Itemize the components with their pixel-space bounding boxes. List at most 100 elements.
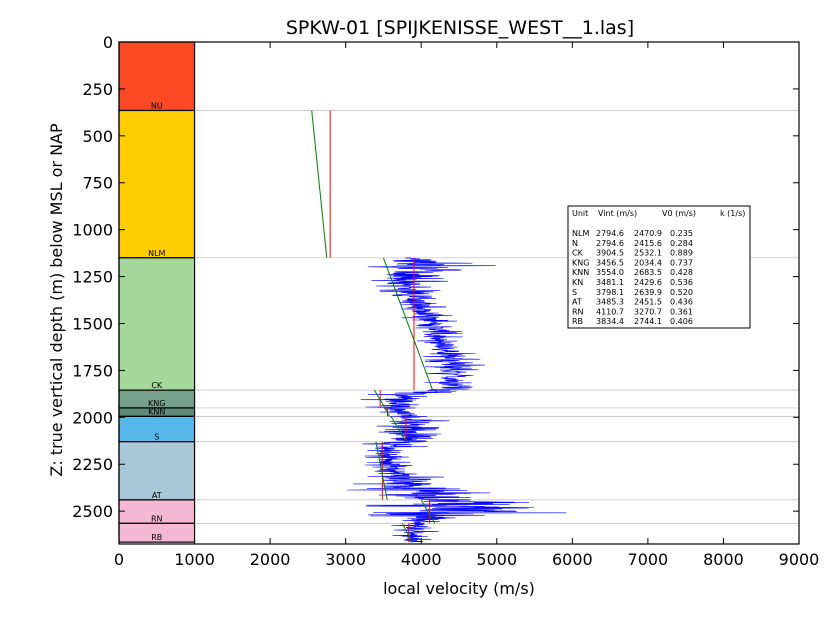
legend-cell: 0.428 <box>670 268 693 277</box>
y-tick-label: 2500 <box>72 502 113 521</box>
legend-cell: 0.737 <box>670 258 693 267</box>
legend-cell: 2415.6 <box>634 239 662 248</box>
legend-cell: NLM <box>572 229 589 238</box>
plot-frame <box>118 41 800 545</box>
legend-cell: 2429.6 <box>634 278 662 287</box>
unit-block-nlm <box>118 109 196 259</box>
x-tick-label: 3000 <box>325 550 366 569</box>
trend-line-kng <box>373 389 386 409</box>
legend-cell: 3834.4 <box>596 317 624 326</box>
x-tick-label: 8000 <box>703 550 744 569</box>
legend-cell: N <box>572 239 578 248</box>
y-tick-label: 500 <box>82 127 113 146</box>
legend-cell: S <box>572 288 577 297</box>
trend-line-nlm <box>311 110 328 258</box>
unit-label-rb: RB <box>151 533 162 542</box>
legend-cell: AT <box>572 298 582 307</box>
x-tick-label: 2000 <box>250 550 291 569</box>
unit-label-kng: KNG <box>148 399 165 408</box>
legend-cell: 4110.7 <box>596 307 624 316</box>
trend-line-rn <box>420 499 436 524</box>
y-tick-label: 1000 <box>72 221 113 240</box>
x-tick-label: 7000 <box>628 550 669 569</box>
x-tick-label: 0 <box>114 550 124 569</box>
legend-cell: 0.406 <box>670 317 693 326</box>
y-tick-label: 750 <box>82 174 113 193</box>
y-tick-label: 1750 <box>72 361 113 380</box>
unit-block-s <box>118 415 196 443</box>
unit-label-knn: KNN <box>148 407 165 416</box>
legend-cell: 0.889 <box>670 249 693 258</box>
legend-cell: KN <box>572 278 583 287</box>
trend-line-at <box>375 441 388 500</box>
legend-cell: 3485.3 <box>596 298 624 307</box>
legend-cell: 3904.5 <box>596 249 624 258</box>
x-axis-label: local velocity (m/s) <box>383 579 535 598</box>
x-tick-label: 4000 <box>401 550 442 569</box>
legend-cell: RB <box>572 317 583 326</box>
trend-lines <box>311 110 436 543</box>
legend-cell: 2470.9 <box>634 229 662 238</box>
unit-label-s: S <box>154 433 159 442</box>
unit-label-rn: RN <box>151 514 163 523</box>
y-tick-label: 250 <box>82 80 113 99</box>
legend-cell: 2683.5 <box>634 268 662 277</box>
legend-cell: RN <box>572 307 584 316</box>
x-axis-ticks: 0 1000 2000 3000 4000 5000 6000 7000 8000 9000 <box>114 42 819 569</box>
y-tick-label: 2250 <box>72 455 113 474</box>
legend-cell: 0.284 <box>670 239 693 248</box>
y-axis-label: Z: true vertical depth (m) below MSL or … <box>47 123 66 477</box>
legend-header-cell: V0 (m/s) <box>662 209 696 218</box>
x-tick-label: 6000 <box>552 550 593 569</box>
interval-velocity-lines <box>329 110 431 543</box>
unit-label-nu: NU <box>151 101 163 110</box>
legend-cell: 3554.0 <box>596 268 624 277</box>
legend-cell: 2744.1 <box>634 317 662 326</box>
legend-cell: 0.536 <box>670 278 693 287</box>
legend-cell: 0.436 <box>670 298 693 307</box>
legend-frame <box>567 205 751 329</box>
legend-cell: KNG <box>572 258 589 267</box>
legend-cell: 2034.4 <box>634 258 662 267</box>
legend-cell: CK <box>572 249 584 258</box>
legend-cell: KNN <box>572 268 589 277</box>
legend-header-cell: Unit <box>572 209 588 218</box>
y-tick-label: 2000 <box>72 408 113 427</box>
trend-line-rb <box>401 523 413 543</box>
legend-cell: 0.520 <box>670 288 693 297</box>
legend-cell: 3481.1 <box>596 278 624 287</box>
trend-line-knn <box>384 407 390 417</box>
legend-cell: 2794.6 <box>596 229 624 238</box>
trend-line-s <box>390 416 407 442</box>
y-tick-label: 1500 <box>72 314 113 333</box>
unit-label-nlm: NLM <box>148 249 165 258</box>
x-tick-label: 9000 <box>779 550 820 569</box>
y-tick-label: 0 <box>103 33 113 52</box>
unit-block-ck <box>118 257 196 391</box>
legend-cell: 2451.5 <box>634 298 662 307</box>
legend-box: Unit Vint (m/s) V0 (m/s) k (1/s) NLM 2794.6 24… <box>567 205 751 329</box>
unit-label-at: AT <box>152 491 162 500</box>
x-tick-label: 1000 <box>174 550 215 569</box>
velocity-log <box>347 257 567 543</box>
legend-cell: 2639.9 <box>634 288 662 297</box>
legend-cell: 3270.7 <box>634 307 662 316</box>
unit-block-nu <box>118 41 196 112</box>
x-tick-label: 5000 <box>476 550 517 569</box>
y-axis-ticks: 0 250 500 750 1000 1250 1500 1750 2000 2250 2500 <box>72 33 799 521</box>
chart-title: SPKW-01 [SPIJKENISSE_WEST__1.las] <box>286 17 634 39</box>
trend-line-ck <box>382 257 434 391</box>
legend-cell: 2794.6 <box>596 239 624 248</box>
legend-header-cell: k (1/s) <box>720 209 745 218</box>
legend-header-cell: Vint (m/s) <box>598 209 637 218</box>
unit-label-ck: CK <box>151 381 163 390</box>
legend-cell: 0.361 <box>670 307 693 316</box>
legend-cell: 3798.1 <box>596 288 624 297</box>
legend-cell: 0.235 <box>670 229 693 238</box>
velocity-log-trace <box>347 257 567 543</box>
y-tick-label: 1250 <box>72 268 113 287</box>
legend-cell: 3456.5 <box>596 258 624 267</box>
legend-cell: 2532.1 <box>634 249 662 258</box>
